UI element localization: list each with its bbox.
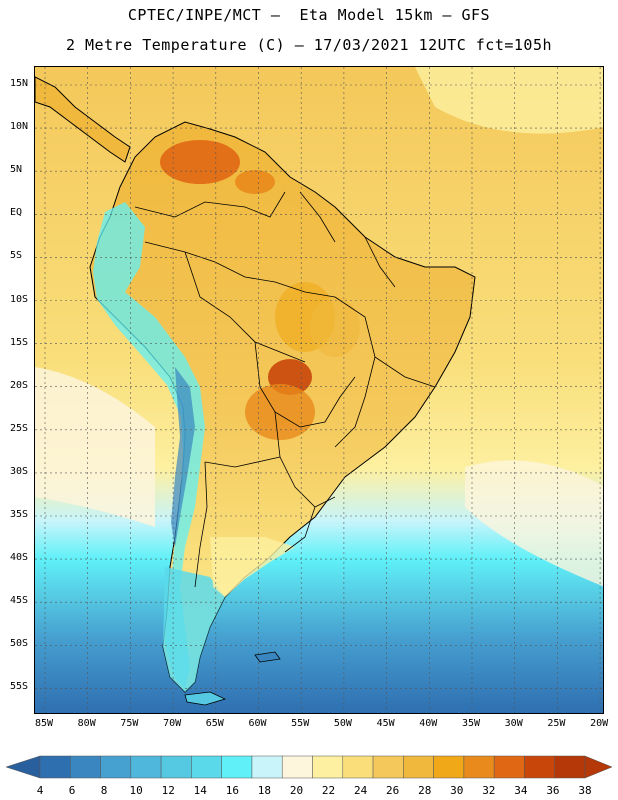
colorbar-level-label: 24: [353, 784, 368, 797]
lat-label: 15S: [10, 336, 29, 348]
colorbar-swatch: [39, 755, 71, 779]
lon-label: 50W: [333, 718, 352, 729]
lon-label: 45W: [376, 718, 395, 729]
lat-label: 40S: [10, 552, 29, 564]
colorbar-swatch: [463, 755, 495, 779]
colorbar-level-label: 38: [578, 784, 592, 797]
lon-label: 30W: [504, 718, 523, 729]
colorbar: [5, 755, 613, 779]
lon-label: 85W: [34, 718, 54, 729]
colorbar-swatch: [251, 755, 283, 779]
andes-cold-band: [93, 202, 205, 689]
temperature-map[interactable]: [34, 66, 604, 714]
lat-label: 5S: [10, 250, 23, 262]
colorbar-level-label: 20: [289, 784, 304, 797]
lon-label: 40W: [419, 718, 438, 729]
colorbar-level-label: 10: [129, 784, 143, 797]
lon-label: 60W: [248, 718, 267, 729]
colorbar-level-label: 8: [100, 784, 108, 797]
lat-label: 25S: [10, 422, 29, 434]
map-canvas: [35, 67, 603, 713]
lat-label: 15N: [10, 78, 29, 89]
map-title-line2: 2 Metre Temperature (C) – 17/03/2021 12U…: [65, 36, 553, 54]
lon-label: 55W: [291, 718, 310, 729]
colorbar-level-label: 26: [386, 784, 400, 797]
colorbar-swatch: [524, 755, 555, 779]
lat-label: 10N: [10, 121, 29, 133]
lat-label: 10S: [10, 293, 29, 305]
lon-label: 35W: [461, 718, 481, 729]
lon-label: 70W: [163, 718, 182, 729]
colorbar-swatch: [100, 755, 132, 779]
colorbar-swatch: [403, 755, 434, 779]
colorbar-level-label: 4: [36, 784, 44, 797]
colorbar-swatch: [312, 755, 344, 779]
colorbar-swatch: [554, 755, 586, 779]
lon-label: 25W: [547, 718, 566, 729]
colorbar-swatch: [221, 755, 253, 779]
lon-label: 20W: [590, 718, 609, 729]
map-title-line1: CPTEC/INPE/MCT – Eta Model 15km – GFS: [127, 6, 491, 24]
colorbar-swatch: [342, 755, 374, 779]
lat-label: 55S: [10, 681, 29, 693]
colorbar-level-label: 6: [68, 784, 76, 797]
colorbar-swatch: [281, 755, 313, 779]
colorbar-level-label: 28: [418, 784, 432, 797]
lat-label: EQ: [10, 207, 23, 219]
colorbar-level-label: 36: [546, 784, 560, 797]
colorbar-swatch: [191, 755, 222, 779]
colorbar-level-label: 12: [161, 784, 175, 797]
colorbar-swatch: [433, 755, 465, 779]
lat-label: 50S: [10, 638, 29, 650]
colorbar-level-label: 16: [225, 784, 239, 797]
lon-label: 65W: [205, 718, 224, 729]
colorbar-over-arrow: [584, 755, 613, 779]
colorbar-level-label: 34: [514, 784, 528, 797]
lat-label: 30S: [10, 465, 29, 477]
colorbar-swatch: [70, 755, 101, 779]
central-america: [35, 76, 131, 163]
colorbar-under-arrow: [5, 755, 41, 779]
colorbar-swatch: [130, 755, 162, 779]
colorbar-level-label: 14: [193, 784, 207, 797]
colorbar-swatch: [160, 755, 192, 779]
country-borders: [134, 191, 436, 588]
colorbar-level-label: 30: [450, 784, 464, 797]
lat-label: 5N: [10, 164, 23, 176]
colorbar-level-label: 32: [482, 784, 496, 797]
lon-label: 75W: [120, 718, 139, 729]
lon-label: 80W: [77, 718, 96, 729]
lat-label: 45S: [10, 595, 29, 607]
colorbar-level-label: 18: [257, 784, 272, 797]
graticule: [35, 67, 603, 713]
lat-label: 20S: [10, 379, 29, 391]
colorbar-swatch: [493, 755, 525, 779]
colorbar-swatch: [372, 755, 404, 779]
lat-label: 35S: [10, 509, 29, 520]
colorbar-level-label: 22: [321, 784, 336, 797]
